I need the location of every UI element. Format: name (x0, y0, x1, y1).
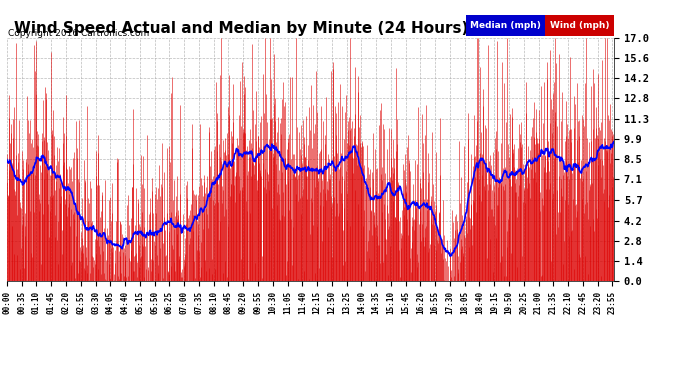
Text: Wind (mph): Wind (mph) (550, 21, 609, 30)
Title: Wind Speed Actual and Median by Minute (24 Hours) (Old) 20160116: Wind Speed Actual and Median by Minute (… (14, 21, 607, 36)
Text: Median (mph): Median (mph) (470, 21, 541, 30)
Text: Copyright 2016 Cartronics.com: Copyright 2016 Cartronics.com (8, 28, 150, 38)
